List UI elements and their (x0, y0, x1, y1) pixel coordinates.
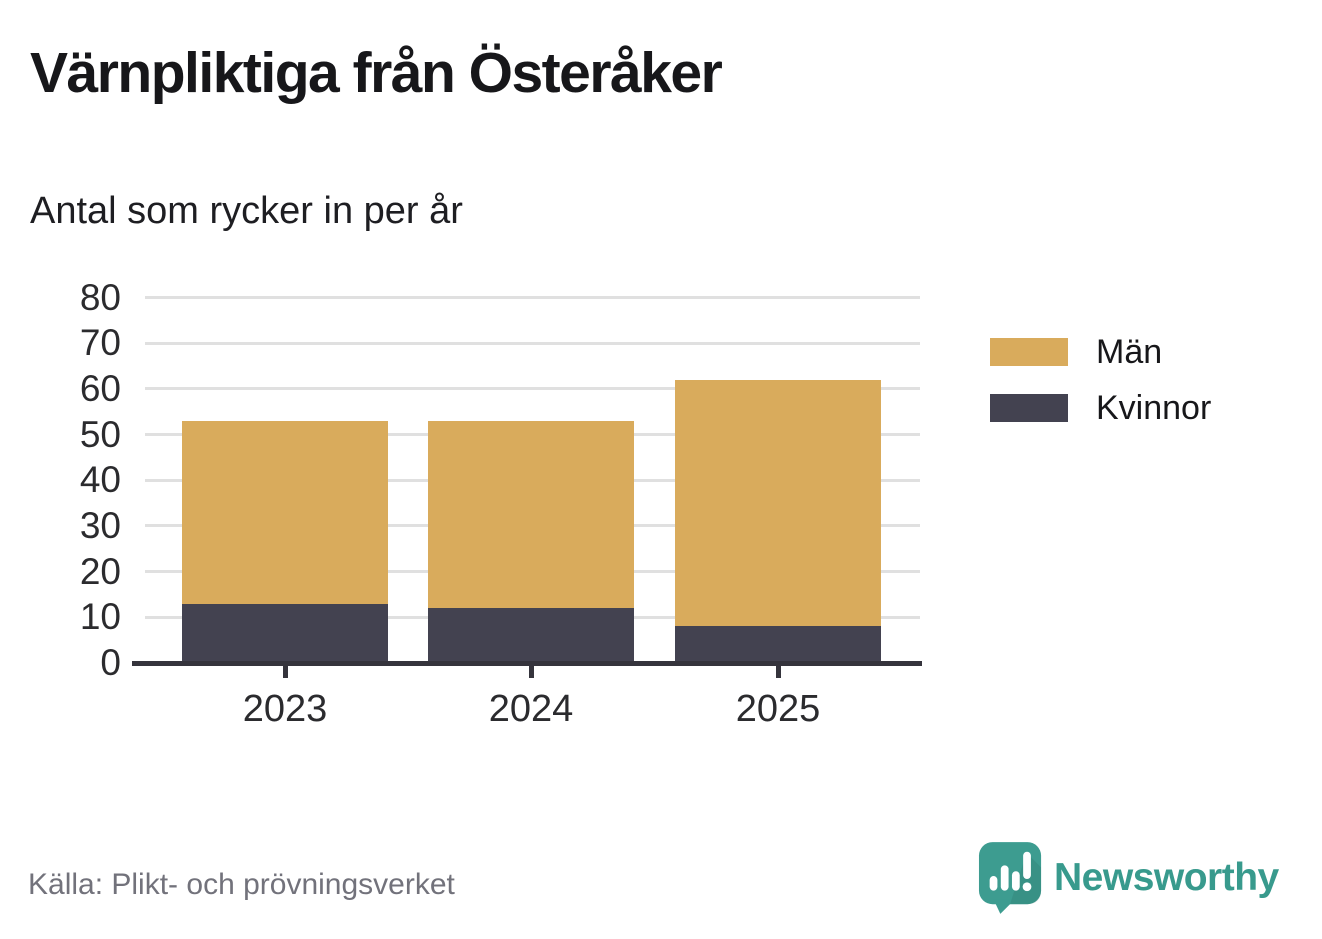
y-axis-tick-label: 0 (100, 642, 121, 683)
chart-title: Värnpliktiga från Österåker (30, 41, 723, 105)
legend-swatch-kvinnor (990, 394, 1068, 422)
bar-segment-män-2023 (182, 420, 388, 604)
gridline (145, 387, 920, 391)
y-axis-tick-label: 50 (79, 413, 121, 455)
newsworthy-wordmark: Newsworthy (1054, 856, 1279, 899)
gridline (145, 341, 920, 345)
y-axis-tick-label: 40 (79, 459, 121, 501)
x-axis-line (132, 661, 922, 666)
chart-subtitle: Antal som rycker in per år (30, 190, 463, 232)
bar-segment-män-2025 (675, 379, 881, 627)
bar-segment-kvinnor-2023 (182, 603, 388, 663)
y-axis-tick-label: 60 (79, 367, 121, 409)
bar-segment-kvinnor-2024 (428, 608, 634, 663)
y-axis-tick-label: 80 (79, 276, 121, 318)
legend-label-kvinnor: Kvinnor (1096, 388, 1212, 427)
legend-swatch-man (990, 338, 1068, 366)
x-axis-tick-label: 2025 (735, 688, 821, 730)
bar-segment-män-2024 (428, 420, 634, 609)
y-axis-tick-label: 70 (79, 322, 121, 364)
legend-label-man: Män (1096, 332, 1163, 371)
bar-chart-speech-bubble-icon (978, 842, 1042, 914)
bar-segment-kvinnor-2025 (675, 626, 881, 663)
x-axis-tick (282, 664, 288, 678)
source-note: Källa: Plikt- och prövningsverket (28, 868, 455, 901)
gridline (145, 296, 920, 299)
legend: Män Kvinnor (990, 333, 1211, 449)
x-axis-tick-label: 2024 (488, 688, 574, 730)
x-axis-tick (528, 664, 534, 678)
y-axis-tick-label: 10 (79, 596, 121, 638)
legend-item-kvinnor: Kvinnor (990, 389, 1211, 427)
legend-item-man: Män (990, 333, 1211, 371)
y-axis-tick-label: 30 (79, 504, 121, 546)
x-axis-tick (775, 664, 781, 678)
y-axis-tick-label: 20 (79, 550, 121, 592)
x-axis-tick-label: 2023 (242, 688, 328, 730)
newsworthy-branding: Newsworthy (978, 841, 1279, 915)
